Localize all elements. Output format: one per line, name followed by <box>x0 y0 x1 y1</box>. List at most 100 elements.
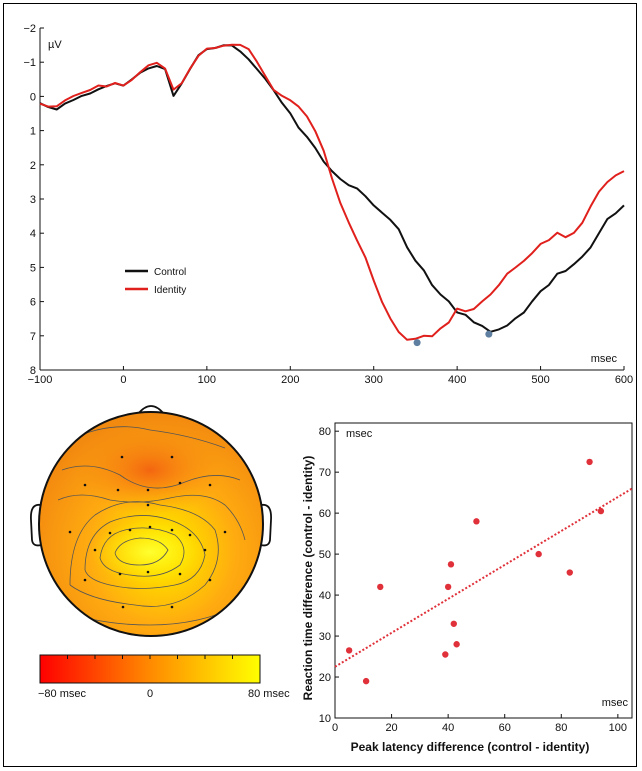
scatter-point <box>450 620 457 627</box>
electrode-dot <box>68 530 72 534</box>
legend-label-control: Control <box>154 267 186 278</box>
electrode-dot <box>83 578 87 582</box>
electrode-dot <box>118 572 122 576</box>
scatter-point <box>566 569 573 576</box>
scatter-point <box>453 641 460 648</box>
scatter-y-tick-label: 50 <box>319 549 331 561</box>
erp-x-tick-label: 500 <box>531 374 549 386</box>
erp-series-line-identity <box>39 43 625 341</box>
erp-y-axis-label: µV <box>48 39 62 51</box>
electrode-dot <box>203 548 207 552</box>
electrode-dot <box>128 528 132 532</box>
scatter-point <box>362 677 370 685</box>
colorbar <box>39 654 261 684</box>
erp-y-tick-label: −2 <box>23 23 36 35</box>
erp-y-tick-label: 6 <box>30 297 36 309</box>
scatter-point <box>597 507 605 515</box>
scatter-y-tick-label: 70 <box>319 467 331 479</box>
electrode-dot <box>188 533 192 537</box>
electrode-dot <box>120 455 124 459</box>
erp-axes: −2 −1 0 1 2 3 4 5 6 7 8−100 0 100 200 300 400 500 600 <box>23 23 633 386</box>
head-outline <box>38 411 264 637</box>
colorbar-label-mid: 0 <box>147 688 153 700</box>
erp-x-tick-label: 0 <box>120 374 126 386</box>
erp-y-tick-label: 2 <box>30 160 36 172</box>
erp-peak-marker <box>413 339 421 347</box>
electrode-dot <box>170 605 174 609</box>
colorbar-ticks <box>39 655 261 659</box>
electrode-dot <box>178 481 182 485</box>
scatter-point <box>535 550 542 558</box>
erp-x-tick-label: 100 <box>198 374 216 386</box>
erp-peak-marker <box>485 330 493 338</box>
electrode-dot <box>148 525 152 529</box>
erp-x-tick-label: 600 <box>615 374 633 386</box>
erp-y-tick-label: −1 <box>23 57 36 69</box>
scatter-point <box>473 518 480 525</box>
scalp-topography-map: −80 msec 0 80 msec <box>30 405 290 700</box>
electrode-dot <box>146 570 150 574</box>
erp-x-axis-label: msec <box>591 353 618 365</box>
scatter-x-tick-label: 80 <box>555 722 567 734</box>
colorbar-label-max: 80 msec <box>248 688 290 700</box>
erp-series <box>39 43 625 341</box>
erp-y-tick-label: 1 <box>30 126 36 138</box>
erp-x-tick-label: 300 <box>365 374 383 386</box>
scatter-x-tick-label: 0 <box>332 722 338 734</box>
electrode-dot <box>208 483 212 487</box>
electrode-dot <box>121 605 125 609</box>
erp-y-tick-label: 0 <box>30 91 36 103</box>
topo-fill <box>39 412 263 636</box>
scatter-point <box>345 647 353 654</box>
scatter-y-axis-label: Reaction time difference (control - iden… <box>301 456 315 701</box>
electrode-dot <box>146 488 150 492</box>
erp-legend: Control Identity <box>125 267 186 296</box>
scatter-point <box>377 583 384 591</box>
scatter-x-tick-label: 40 <box>442 722 454 734</box>
erp-peak-markers <box>413 330 493 347</box>
scatter-point <box>442 651 449 658</box>
scatter-points <box>345 458 605 685</box>
scatter-x-axis-label: Peak latency difference (control - ident… <box>351 740 590 754</box>
scatter-point <box>444 583 452 591</box>
legend-label-identity: Identity <box>154 285 186 296</box>
colorbar-label-min: −80 msec <box>38 688 86 700</box>
scatter-axes: 10 20 30 40 50 60 70 80 0 20 40 60 80 100 <box>319 422 633 734</box>
electrode-dot <box>208 578 212 582</box>
scatter-x-tick-label: 20 <box>385 722 397 734</box>
scatter-y-tick-label: 40 <box>319 590 331 602</box>
electrode-dot <box>170 455 174 459</box>
scatter-y-tick-label: 10 <box>319 713 331 725</box>
scatter-plot-frame <box>334 422 633 719</box>
scatter-x-unit-label: msec <box>602 697 629 709</box>
electrode-dot <box>116 488 120 492</box>
erp-y-tick-label: 7 <box>30 331 36 343</box>
scatter-y-unit-label: msec <box>346 428 373 440</box>
electrode-dot <box>178 572 182 576</box>
erp-x-tick-label: −100 <box>28 374 53 386</box>
erp-y-tick-label: 3 <box>30 194 36 206</box>
erp-y-tick-label: 4 <box>30 228 36 240</box>
electrode-dot <box>170 528 174 532</box>
erp-x-tick-label: 200 <box>281 374 299 386</box>
scatter-x-tick-label: 100 <box>609 722 627 734</box>
scatter-x-tick-label: 60 <box>499 722 511 734</box>
electrode-dot <box>108 531 112 535</box>
scatter-trendline <box>334 487 633 668</box>
electrode-dot <box>83 483 87 487</box>
erp-y-tick-label: 5 <box>30 262 36 274</box>
scatter-y-tick-label: 60 <box>319 508 331 520</box>
electrode-dot <box>223 530 227 534</box>
scatter-y-tick-label: 20 <box>319 672 331 684</box>
scatter-y-tick-label: 80 <box>319 426 331 438</box>
erp-x-tick-label: 400 <box>448 374 466 386</box>
figure-frame <box>3 3 637 767</box>
electrode-sites <box>68 455 227 609</box>
scatter-y-tick-label: 30 <box>319 631 331 643</box>
erp-y-tick-label: 8 <box>30 365 36 377</box>
scatter-point <box>447 561 455 568</box>
latency-rt-scatter-chart: 10 20 30 40 50 60 70 80 0 20 40 60 80 100 msec msec P… <box>301 422 633 754</box>
electrode-dot <box>146 503 150 507</box>
